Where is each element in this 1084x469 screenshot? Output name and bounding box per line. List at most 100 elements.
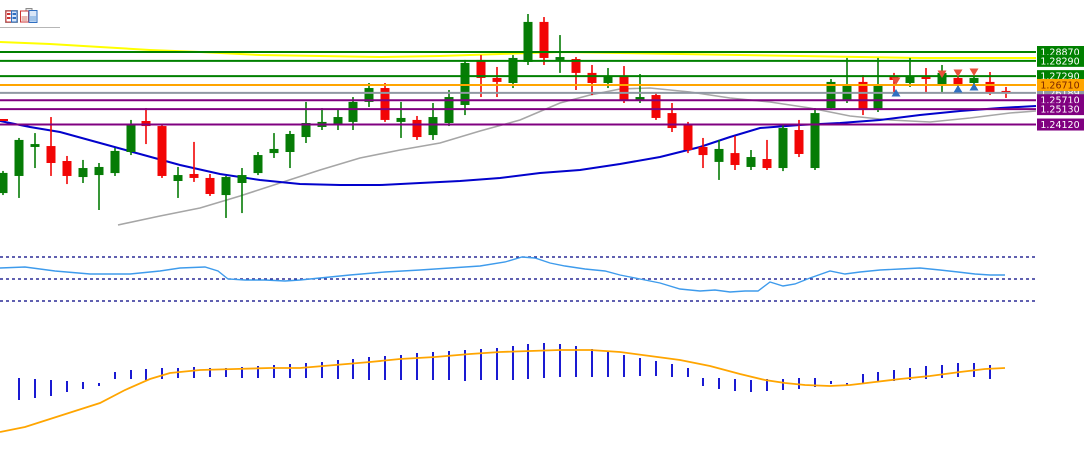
candle-bullish	[396, 101, 406, 138]
candle-body	[873, 84, 883, 111]
candle-body	[364, 88, 374, 102]
svg-text:1.28870: 1.28870	[1040, 48, 1079, 59]
candle-bullish	[364, 82, 374, 107]
candle-bullish	[826, 79, 836, 111]
candle-bullish	[301, 101, 311, 143]
candle-bearish	[667, 102, 677, 132]
indicator-panes-icon[interactable]	[5, 8, 18, 27]
candle-body	[539, 21, 549, 58]
candle-bullish	[937, 64, 947, 94]
candle-body	[953, 77, 963, 85]
candle-body	[667, 113, 677, 129]
candle-bullish	[635, 73, 645, 103]
candle-bearish	[189, 141, 199, 182]
candle-body	[810, 113, 820, 169]
svg-text:1.27290: 1.27290	[1040, 72, 1079, 83]
price-axis-label: 1.28290	[1037, 54, 1084, 67]
candle-bullish	[30, 133, 40, 169]
candle-body	[492, 77, 502, 82]
candle-body	[571, 59, 581, 73]
candle-body	[269, 148, 279, 154]
candle-bearish	[921, 68, 931, 92]
candle-bearish	[587, 64, 597, 96]
candle-body	[762, 159, 772, 169]
candle-body	[237, 175, 247, 183]
candle-bearish	[205, 173, 215, 196]
toolbar	[0, 0, 60, 28]
candle-body	[285, 133, 295, 152]
candle-body	[78, 168, 88, 178]
svg-text:1.25130: 1.25130	[1040, 105, 1079, 116]
candle-body	[635, 97, 645, 102]
candle-body	[969, 77, 979, 83]
candle-body	[30, 144, 40, 147]
candle-bearish	[762, 139, 772, 171]
candle-body	[619, 75, 629, 102]
candle-body	[508, 57, 518, 83]
candle-body	[110, 150, 120, 174]
candle-body	[380, 88, 390, 120]
candle-body	[778, 128, 788, 169]
candle-bullish	[746, 150, 756, 171]
candle-body	[603, 75, 613, 83]
candle-bullish	[269, 133, 279, 158]
candle-body	[412, 119, 422, 138]
candle-body	[189, 173, 199, 178]
candle-bearish	[651, 93, 661, 120]
candle-bullish	[94, 162, 104, 211]
candle-body	[333, 117, 343, 125]
fractal-up-arrow-icon	[953, 85, 963, 93]
candle-body	[858, 81, 868, 111]
candle-bearish	[141, 108, 151, 145]
moving-averages-layer	[0, 41, 1037, 226]
candle-body	[476, 59, 486, 78]
candle-bearish	[412, 115, 422, 140]
candle-body	[173, 175, 183, 182]
candle-bullish	[78, 159, 88, 183]
candle-bearish	[157, 124, 167, 178]
fractal-down-arrow-icon	[937, 70, 947, 78]
candle-body	[905, 75, 915, 83]
candle-body	[794, 130, 804, 154]
candle-body	[62, 161, 72, 176]
candle-body	[157, 126, 167, 176]
candle-body	[921, 77, 931, 80]
candle-bullish	[317, 108, 327, 131]
candle-body	[937, 72, 947, 85]
candle-body	[94, 166, 104, 176]
price-axis-label: 1.25130	[1037, 103, 1084, 116]
candle-bearish	[730, 135, 740, 171]
candle-body	[826, 81, 836, 109]
candle-bullish	[237, 168, 247, 214]
candle-bullish	[905, 57, 915, 87]
candle-body	[396, 117, 406, 122]
candle-body	[698, 146, 708, 156]
candle-bullish	[0, 170, 8, 196]
candle-bullish	[444, 90, 454, 127]
candle-body	[253, 155, 263, 174]
candle-bearish	[794, 119, 804, 158]
toolbar-separator	[0, 27, 60, 28]
svg-text:1.24120: 1.24120	[1040, 120, 1079, 131]
candle-body	[348, 101, 358, 122]
chart-windows-icon[interactable]	[20, 8, 38, 27]
price-axis-label: 1.24120	[1037, 118, 1084, 131]
oscillator-line	[0, 256, 1005, 293]
candle-bullish	[14, 137, 24, 198]
candle-bullish	[842, 57, 852, 103]
candle-body	[0, 172, 8, 194]
candle-bullish	[810, 108, 820, 171]
svg-text:1.25710: 1.25710	[1040, 96, 1079, 107]
candle-body	[301, 122, 311, 138]
oscillator-panel	[0, 256, 1036, 302]
candle-bullish	[126, 119, 136, 156]
fractal-up-arrow-icon	[891, 89, 901, 97]
candle-body	[746, 157, 756, 167]
price-axis-label: 1.26710	[1037, 78, 1084, 91]
candle-body	[651, 95, 661, 118]
candle-body	[714, 148, 724, 162]
candle-bullish	[173, 166, 183, 198]
